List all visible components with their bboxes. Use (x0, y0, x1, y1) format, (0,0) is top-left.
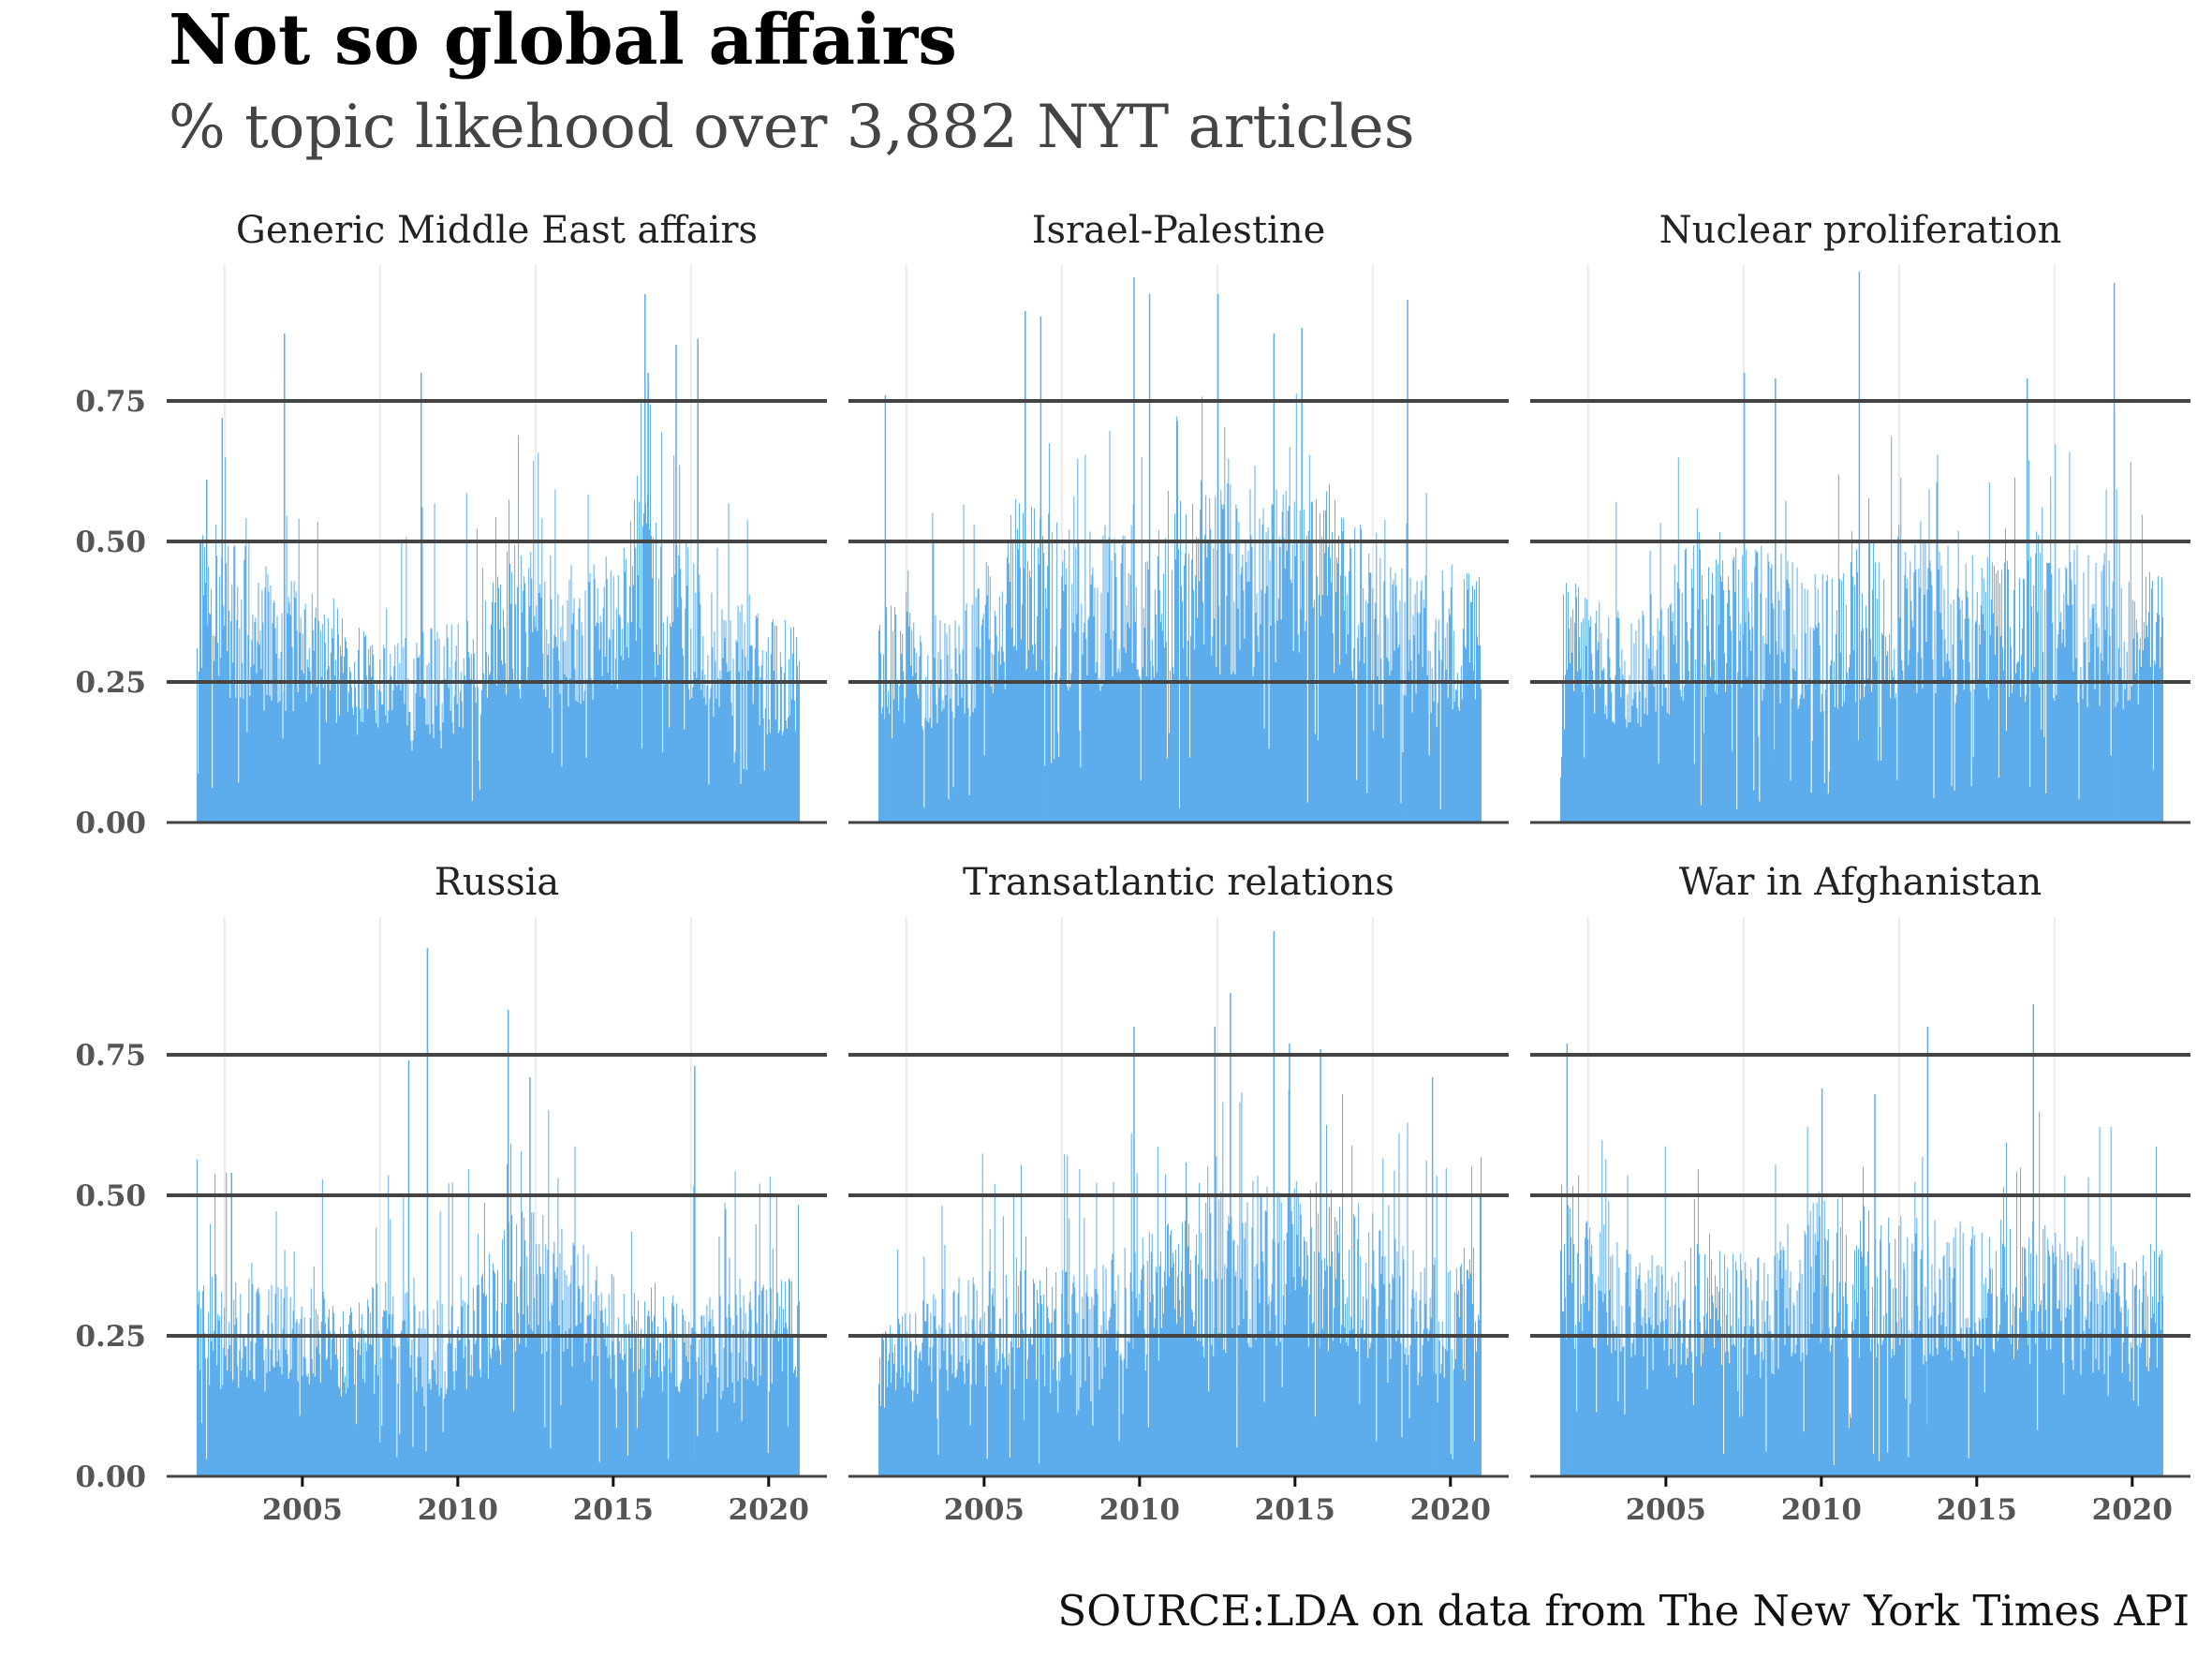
peak-bar (1407, 300, 1408, 822)
peak-bar (2113, 412, 2116, 822)
peak-bar (420, 373, 422, 822)
peak-bar (1743, 373, 1746, 822)
y-tick-label: 0.75 (75, 385, 146, 419)
peak-bar (1273, 931, 1276, 1476)
bar-series (1560, 437, 2163, 822)
peak-bar (1821, 1089, 1823, 1476)
y-tick-label: 0.00 (75, 1460, 146, 1494)
peak-bar (1289, 1044, 1290, 1476)
peak-bar (407, 1060, 410, 1476)
peak-bar (529, 1077, 531, 1476)
peak-bar (1301, 328, 1303, 822)
peak-bar (1320, 1049, 1321, 1476)
peak-bar (1214, 1027, 1217, 1476)
bar-series (1560, 1111, 2163, 1476)
y-tick-label: 0.50 (75, 526, 146, 559)
x-tick-label: 2020 (1410, 1493, 1491, 1527)
x-tick-label: 2015 (1255, 1493, 1335, 1527)
peak-bar (2026, 378, 2028, 822)
peak-bar (1566, 1044, 1569, 1476)
y-tick-label: 0.50 (75, 1179, 146, 1213)
x-tick-label: 2005 (262, 1493, 343, 1527)
facet-panel: Nuclear proliferation (1530, 209, 2190, 824)
peak-bar (283, 378, 286, 822)
peak-bar (1217, 294, 1219, 822)
y-tick-label: 0.25 (75, 1320, 146, 1354)
peak-bar (426, 948, 429, 1476)
x-tick-label: 2010 (1781, 1493, 1862, 1527)
x-tick-label: 2010 (1099, 1493, 1180, 1527)
x-tick-label: 2015 (1937, 1493, 2017, 1527)
peak-bar (1926, 1027, 1929, 1476)
bar-series (197, 387, 800, 822)
y-tick-label: 0.25 (75, 666, 146, 700)
chart-subtitle: % topic likehood over 3,882 NYT articles (169, 93, 1415, 162)
peak-bar (507, 1010, 509, 1476)
facet-title: Generic Middle East affairs (236, 209, 758, 252)
facet-title: Russia (435, 861, 560, 904)
peak-bar (1040, 317, 1042, 822)
peak-bar (644, 294, 646, 822)
y-tick-label: 0.00 (75, 807, 146, 840)
peak-bar (2032, 1004, 2035, 1476)
bar-series (878, 1089, 1482, 1476)
bar-series (197, 1110, 800, 1476)
peak-bar (1874, 1094, 1876, 1476)
peak-bar (1431, 1077, 1434, 1476)
facet-title: War in Afghanistan (1679, 861, 2042, 904)
x-tick-label: 2015 (573, 1493, 654, 1527)
bar-series (878, 393, 1482, 822)
facet-panel: Russia 0.00 0.25 0.50 0.75 2005 2010 2015 2020 (75, 861, 827, 1527)
peak-bar (884, 395, 887, 822)
facet-title: Nuclear proliferation (1659, 209, 2062, 252)
peak-bar (1230, 993, 1231, 1476)
chart-title: Not so global affairs (169, 0, 957, 81)
facet-title: Transatlantic relations (963, 861, 1394, 904)
facet-panel: Israel-Palestine (848, 209, 1509, 824)
x-tick-label: 2020 (2092, 1493, 2173, 1527)
peak-bar (647, 373, 649, 822)
peak-bar (230, 1173, 233, 1476)
peak-bar (1273, 333, 1276, 822)
peak-bar (697, 339, 699, 822)
source-caption: SOURCE:LDA on data from The New York Tim… (1057, 1586, 2190, 1636)
facet-panel: Transatlantic relations 2005 2010 2015 2020 (848, 861, 1509, 1527)
peak-bar (1133, 1027, 1135, 1476)
peak-bar (1858, 272, 1861, 822)
facet-title: Israel-Palestine (1032, 209, 1326, 252)
peak-bar (675, 345, 677, 822)
facet-panel: War in Afghanistan 2005 2010 2015 2020 (1530, 861, 2190, 1527)
peak-bar (1148, 294, 1151, 822)
x-tick-label: 2005 (944, 1493, 1025, 1527)
x-tick-label: 2005 (1626, 1493, 1706, 1527)
peak-bar (221, 418, 224, 822)
x-tick-label: 2020 (729, 1493, 809, 1527)
x-tick-label: 2010 (418, 1493, 498, 1527)
y-tick-label: 0.75 (75, 1039, 146, 1073)
facet-panel: Generic Middle East affairs 0.00 0.25 0.50 0… (75, 209, 827, 840)
peak-bar (694, 1066, 696, 1476)
peak-bar (1025, 311, 1026, 822)
peak-bar (1775, 378, 1777, 822)
peak-bar (1133, 277, 1135, 822)
peak-bar (205, 480, 208, 822)
